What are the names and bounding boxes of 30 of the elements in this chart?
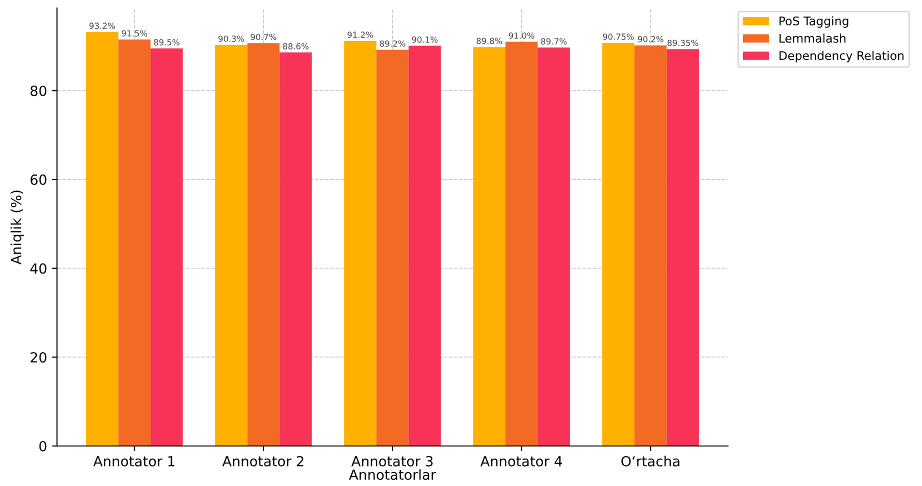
x-tick-label: Annotator 1 [93, 456, 174, 466]
x-tick-label: Annotator 2 [222, 456, 304, 466]
data-label: 88.6% [283, 43, 308, 50]
data-label: 90.7% [250, 34, 276, 40]
x-axis-title: Annotatorlar [348, 469, 436, 480]
data-label: 90.3% [218, 36, 244, 42]
y-tick-label: 60 [30, 174, 46, 185]
data-label: 91.5% [122, 30, 148, 37]
x-tick-label: Annotator 4 [480, 456, 562, 466]
x-tick-label: Annotator 3 [351, 456, 433, 466]
legend-label: Lemmalash [780, 34, 846, 43]
y-tick-label: 0 [39, 440, 46, 452]
data-label: 89.35% [668, 40, 698, 46]
data-label: 89.2% [380, 40, 406, 47]
y-tick-label: 40 [30, 263, 46, 274]
data-label: 90.2% [638, 36, 664, 42]
data-label: 90.1% [412, 36, 438, 43]
legend-label: PoS Tagging [780, 16, 848, 28]
data-label: 93.2% [89, 22, 115, 29]
legend-label: Dependency Relation [780, 50, 904, 62]
y-tick-label: 20 [30, 352, 46, 363]
data-label: 91.0% [508, 32, 534, 39]
data-label: 89.5% [154, 39, 180, 46]
y-tick-label: 80 [30, 86, 46, 96]
data-label: 89.8% [476, 38, 502, 44]
data-label: 91.2% [348, 32, 374, 38]
y-axis-title: Aniqlik (%) [10, 190, 24, 264]
data-label: 89.7% [541, 38, 567, 45]
data-label: 90.75% [602, 34, 634, 40]
x-tick-label: O‘rtacha [621, 456, 680, 466]
